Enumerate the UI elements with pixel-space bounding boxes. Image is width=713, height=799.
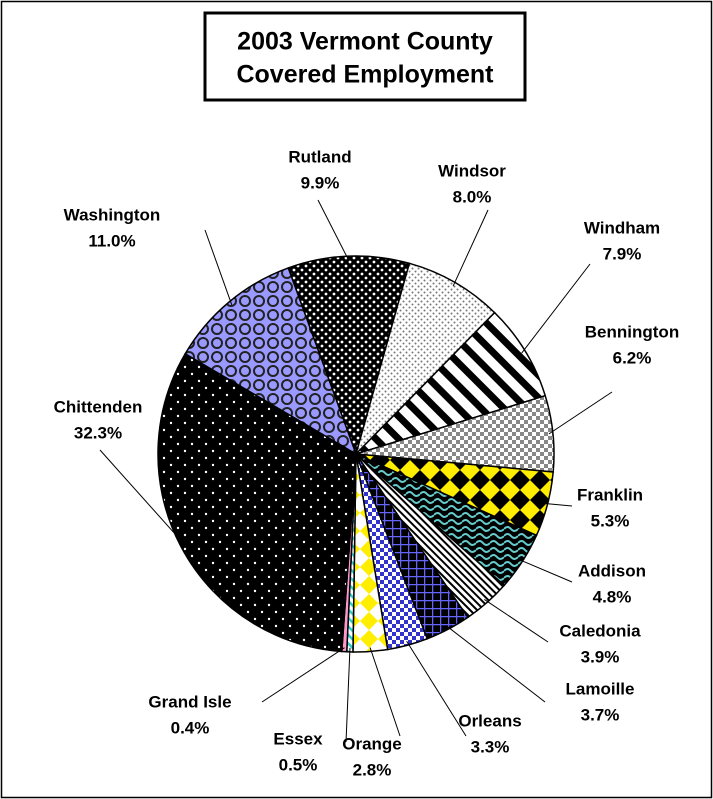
pie-slice [355,311,547,455]
slice-label: Orange [342,734,402,753]
slice-value-label: 9.9% [301,173,340,192]
slice-label: Chittenden [54,397,143,416]
slice-value-label: 11.0% [88,231,135,250]
slice-label: Orleans [458,711,521,730]
slice-value-label: 4.8% [593,587,632,606]
slice-value-label: 8.0% [453,187,492,206]
leader-line [369,647,401,737]
pie-slice [184,266,358,456]
slice-value-label: 6.2% [613,348,652,367]
slice-value-label: 0.4% [171,718,210,737]
chart-title: Covered Employment [236,61,494,89]
leader-line [518,558,573,583]
slice-value-label: 3.7% [581,705,620,724]
slice-value-label: 32.3% [74,423,122,442]
leader-line [445,625,546,703]
leader-line [317,199,350,261]
slice-label: Lamoille [566,679,635,698]
leader-line [543,502,573,507]
leader-line [261,647,345,703]
leader-line [345,647,351,743]
slice-value-label: 0.5% [279,755,318,774]
slice-label: Caledonia [559,621,641,640]
slice-label: Grand Isle [148,692,231,711]
leader-line [99,449,185,545]
pie-slice [287,255,411,457]
leader-line [406,641,467,737]
slice-label: Rutland [288,147,351,166]
slice-value-label: 3.3% [471,737,510,756]
slice-label: Washington [64,205,161,224]
slice-value-label: 5.3% [591,511,630,530]
slice-label: Addison [578,561,646,580]
slice-value-label: 2.8% [353,760,392,779]
slice-value-label: 3.9% [581,647,620,666]
slice-value-label: 7.9% [603,244,642,263]
slice-label: Windham [584,218,660,237]
pie-slice [157,352,357,653]
leader-line [452,209,489,287]
leader-line [204,229,233,306]
chart-title: 2003 Vermont County [237,28,493,56]
title-box [203,11,527,102]
slice-label: Essex [273,729,323,748]
leader-line [521,263,591,354]
slice-label: Windsor [438,161,506,180]
slice-label: Bennington [585,322,679,341]
leader-line [548,391,613,435]
leader-line [484,599,549,643]
slice-label: Franklin [577,485,643,504]
